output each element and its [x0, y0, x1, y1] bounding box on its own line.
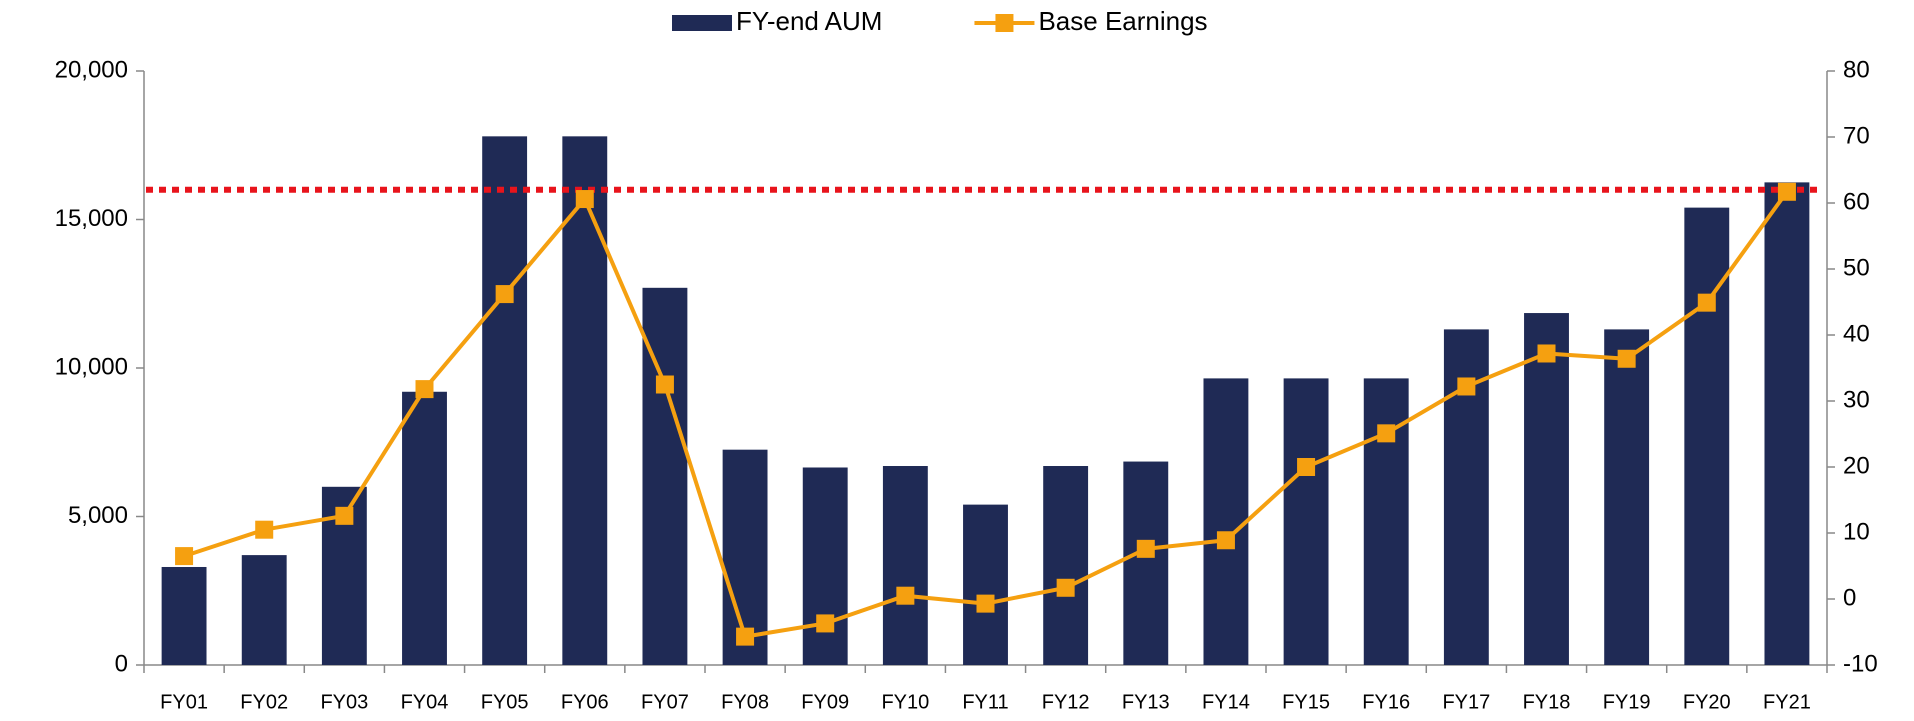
bar [963, 504, 1008, 665]
marker [1697, 293, 1716, 312]
marker [1056, 578, 1075, 597]
x-tick-label: FY18 [1523, 691, 1571, 713]
bar [1283, 378, 1329, 665]
marker [175, 547, 194, 566]
legend-marker [995, 14, 1014, 32]
y-tick-label: 10,000 [55, 353, 128, 380]
x-tick-label: FY04 [401, 691, 449, 713]
marker [335, 506, 354, 525]
y-tick-label: 15,000 [55, 205, 128, 232]
marker [495, 285, 514, 304]
bar [562, 136, 608, 666]
bar [1604, 329, 1650, 665]
bar [241, 555, 287, 665]
marker [736, 627, 755, 646]
marker [816, 614, 835, 633]
legend-label: Base Earnings [1038, 6, 1207, 36]
x-tick-label: FY02 [240, 691, 288, 713]
marker [1617, 349, 1636, 368]
x-tick-label: FY11 [962, 691, 1008, 713]
marker [255, 520, 274, 539]
y-tick-label: 0 [115, 650, 128, 677]
bar [1684, 207, 1730, 665]
bar [1123, 461, 1169, 665]
bar [1203, 378, 1249, 665]
marker [1537, 344, 1556, 363]
legend-label: FY-end AUM [736, 6, 882, 36]
x-tick-label: FY16 [1362, 691, 1410, 713]
x-tick-label: FY13 [1122, 691, 1170, 713]
y2-tick-label: 60 [1843, 188, 1870, 215]
bar [1764, 182, 1810, 665]
marker [1457, 377, 1476, 396]
x-tick-label: FY01 [160, 691, 208, 713]
legend-swatch [672, 15, 732, 31]
x-tick-label: FY03 [320, 691, 368, 713]
marker [1377, 424, 1396, 443]
marker [976, 594, 995, 613]
bar [161, 566, 207, 665]
bar [802, 467, 848, 665]
y-tick-label: 5,000 [68, 502, 128, 529]
x-tick-label: FY19 [1603, 691, 1651, 713]
x-tick-label: FY21 [1763, 691, 1811, 713]
marker [655, 375, 674, 394]
marker [1777, 182, 1796, 201]
bar [882, 466, 928, 665]
x-tick-label: FY15 [1282, 691, 1330, 713]
x-tick-label: FY20 [1683, 691, 1731, 713]
marker [896, 586, 915, 605]
marker [1136, 539, 1155, 558]
x-tick-label: FY07 [641, 691, 689, 713]
x-tick-label: FY12 [1042, 691, 1090, 713]
y2-tick-label: 10 [1843, 518, 1870, 545]
bar [482, 136, 528, 666]
marker [1216, 531, 1235, 550]
x-tick-label: FY10 [881, 691, 929, 713]
y2-tick-label: -10 [1843, 650, 1878, 677]
y2-tick-label: 70 [1843, 122, 1870, 149]
y-tick-label: 20,000 [55, 56, 128, 83]
x-tick-label: FY05 [481, 691, 529, 713]
x-tick-label: FY06 [561, 691, 609, 713]
y2-tick-label: 0 [1843, 584, 1856, 611]
y2-tick-label: 80 [1843, 56, 1870, 83]
y2-tick-label: 30 [1843, 386, 1870, 413]
x-tick-label: FY09 [801, 691, 849, 713]
bar [1363, 378, 1409, 665]
x-tick-label: FY17 [1442, 691, 1490, 713]
bar [402, 391, 447, 665]
marker [415, 380, 434, 399]
x-tick-label: FY14 [1202, 691, 1250, 713]
marker [575, 190, 594, 209]
x-tick-label: FY08 [721, 691, 769, 713]
marker [1297, 458, 1316, 476]
y2-tick-label: 40 [1843, 320, 1870, 347]
bar [1524, 313, 1569, 665]
bar [1043, 466, 1089, 665]
y2-tick-label: 50 [1843, 254, 1870, 281]
y2-tick-label: 20 [1843, 452, 1870, 479]
